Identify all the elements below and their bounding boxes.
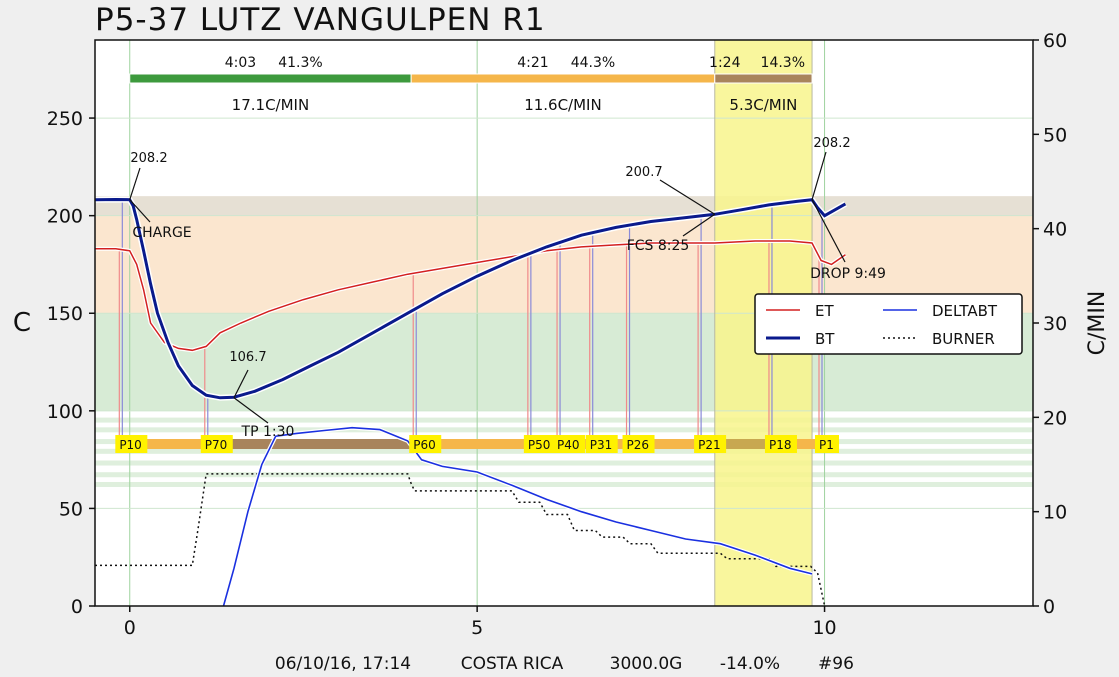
event-label-box [553, 435, 586, 454]
event-label-box [523, 435, 556, 454]
phase-time: 4:21 [517, 55, 548, 71]
drop-label: DROP 9:49 [810, 266, 886, 282]
y-axis-label: C [13, 308, 31, 338]
y2-tick-label: 30 [1043, 313, 1067, 335]
drop-temp-label: 208.2 [813, 136, 850, 151]
fcs-temp-label: 200.7 [625, 165, 662, 180]
phase-percent: 41.3% [278, 55, 322, 71]
phase-stripe [95, 472, 1033, 478]
y2-tick-label: 10 [1043, 502, 1067, 524]
y-tick-label: 250 [47, 108, 83, 130]
event-label: P1 [819, 438, 834, 452]
phase-bar [129, 73, 412, 84]
y-tick-label: 50 [59, 498, 83, 520]
burner-line [95, 473, 826, 607]
event-label: P70 [205, 438, 228, 452]
phase-percent: 14.3% [761, 55, 805, 71]
y2-tick-label: 0 [1043, 596, 1055, 618]
phase-stripe [95, 417, 1033, 423]
legend [754, 293, 1023, 355]
charge-temp-label: 208.2 [130, 151, 167, 166]
bt-line [94, 197, 847, 400]
event-label: P40 [557, 438, 580, 452]
charge-temp-leader [129, 167, 141, 200]
tp-temp-label: 106.7 [229, 350, 266, 365]
tp-temp-leader [233, 369, 249, 399]
footer-origin: COSTA RICA [461, 654, 564, 674]
temperature-band [95, 196, 1033, 216]
event-label: P50 [528, 438, 551, 452]
phase-bar [714, 73, 813, 84]
event-label-box [622, 435, 655, 454]
fcs-label: FCS 8:25 [627, 238, 690, 254]
event-label: P10 [119, 438, 142, 452]
event-span-bar [204, 439, 414, 450]
drop-temp-leader [811, 151, 827, 200]
phase-rate: 17.1C/MIN [232, 96, 310, 114]
event-span-bar [119, 439, 205, 450]
x-tick-label: 5 [471, 617, 483, 639]
event-label-box [200, 435, 233, 454]
phase-bar [410, 73, 716, 84]
y2-tick-label: 40 [1043, 219, 1067, 241]
y2-tick-label: 60 [1043, 30, 1067, 52]
charge-leader [129, 199, 151, 223]
et-line [95, 240, 846, 352]
y-tick-label: 100 [47, 401, 83, 423]
event-label-box [115, 435, 148, 454]
event-label: P31 [590, 438, 613, 452]
event-label-box [694, 435, 727, 454]
phase-time: 1:24 [709, 55, 741, 71]
event-span-bar [626, 439, 699, 450]
x-tick-label: 0 [124, 617, 136, 639]
y2-tick-label: 50 [1043, 124, 1067, 146]
fcs-leader [682, 213, 716, 237]
phase-rate: 5.3C/MIN [729, 96, 797, 114]
deltabt-line [222, 426, 813, 607]
footer-loss: -14.0% [720, 654, 780, 674]
x-tick-label: 10 [812, 617, 836, 639]
legend-box [754, 293, 1023, 355]
y-tick-label: 0 [71, 596, 83, 618]
legend-deltabt-label: DELTABT [932, 302, 998, 320]
legend-bt-label: BT [815, 330, 835, 348]
tp-label: TP 1:30 [241, 424, 295, 440]
event-label-box [764, 435, 797, 454]
event-label-box [814, 435, 839, 454]
phase-rate: 11.6C/MIN [524, 96, 602, 114]
y2-tick-label: 20 [1043, 407, 1067, 429]
event-label: P60 [413, 438, 436, 452]
event-label: P26 [627, 438, 650, 452]
phase-percent: 44.3% [571, 55, 615, 71]
tp-leader [233, 397, 269, 424]
legend-et-label: ET [815, 302, 834, 320]
y2-axis-label: C/MIN [1085, 291, 1110, 356]
phase-stripe [95, 427, 1033, 433]
footer-date: 06/10/16, 17:14 [275, 654, 411, 674]
legend-burner-label: BURNER [932, 330, 995, 348]
event-span-bar [698, 439, 769, 450]
event-span-bar [413, 439, 528, 450]
event-label: P18 [769, 438, 792, 452]
drop-leader [811, 199, 846, 263]
phase-stripe [95, 460, 1033, 466]
phase-stripe [95, 481, 1033, 487]
chart-title: P5-37 LUTZ VANGULPEN R1 [95, 2, 546, 38]
charge-label: CHARGE [132, 225, 191, 241]
y-tick-label: 200 [47, 206, 83, 228]
footer-batch: #96 [818, 654, 854, 674]
y-tick-label: 150 [47, 303, 83, 325]
event-label-box [409, 435, 442, 454]
event-label: P21 [698, 438, 721, 452]
phase-time: 4:03 [225, 55, 256, 71]
event-label-box [585, 435, 618, 454]
fcs-temp-leader [659, 179, 716, 215]
footer-weight: 3000.0G [610, 654, 683, 674]
